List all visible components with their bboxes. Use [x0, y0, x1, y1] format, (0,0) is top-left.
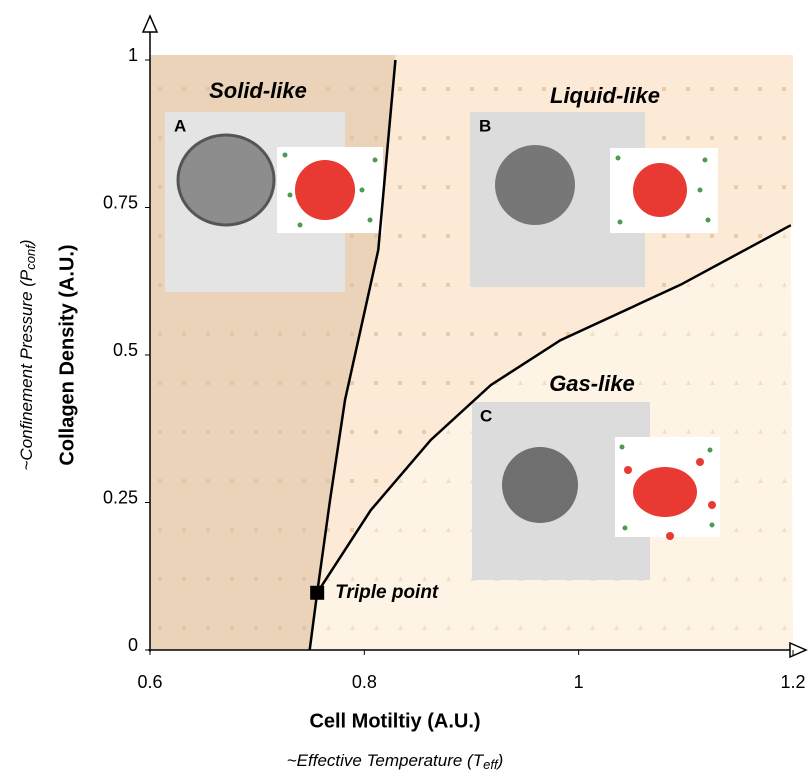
- sim-cluster: [624, 458, 716, 540]
- label-part: ): [17, 239, 36, 247]
- sim-dots: [615, 155, 711, 225]
- y-tick-label: 0.75: [103, 192, 138, 212]
- sim-dots: [282, 152, 378, 228]
- image-panels: [165, 112, 720, 580]
- region-label: Liquid-like: [550, 83, 660, 108]
- y-axis-subtitle: ~Confinement Pressure (Pconf): [17, 239, 38, 470]
- x-tick-label: 0.6: [137, 672, 162, 692]
- phase-boundary: [316, 224, 792, 594]
- x-tick-label: 1.2: [780, 672, 805, 692]
- y-tick-label: 0: [128, 635, 138, 655]
- y-tick-label: 0.5: [113, 340, 138, 360]
- panel-label: A: [174, 116, 186, 135]
- axes: [141, 14, 808, 659]
- label-part: ~Confinement Pressure (P: [17, 269, 36, 470]
- triple-point-label: Triple point: [335, 582, 439, 603]
- label-part: ~Effective Temperature (T: [287, 751, 485, 770]
- sim-dots: [619, 444, 715, 531]
- spheroid: [502, 447, 578, 523]
- phase-boundary: [308, 59, 397, 651]
- sim-cluster: [633, 163, 687, 217]
- x-axis-subtitle: ~Effective Temperature (Teff): [287, 751, 504, 772]
- label-part: ): [496, 751, 504, 770]
- y-tick-label: 0.25: [103, 487, 138, 507]
- spheroid: [176, 133, 276, 227]
- x-tick-label: 0.8: [352, 672, 377, 692]
- region-label: Solid-like: [209, 78, 307, 103]
- panel-label: C: [480, 406, 492, 425]
- triple-point: [310, 585, 325, 600]
- x-axis-title: Cell Motiltiy (A.U.): [309, 710, 480, 732]
- label-sub: eff: [483, 757, 499, 772]
- label-sub: conf: [23, 244, 38, 270]
- y-axis-title: Collagen Density (A.U.): [56, 244, 78, 465]
- region-label: Gas-like: [549, 371, 635, 396]
- y-tick-label: 1: [128, 45, 138, 65]
- sim-cluster: [295, 160, 355, 220]
- spheroid: [495, 145, 575, 225]
- panel-label: B: [479, 116, 491, 135]
- x-tick-label: 1: [574, 672, 584, 692]
